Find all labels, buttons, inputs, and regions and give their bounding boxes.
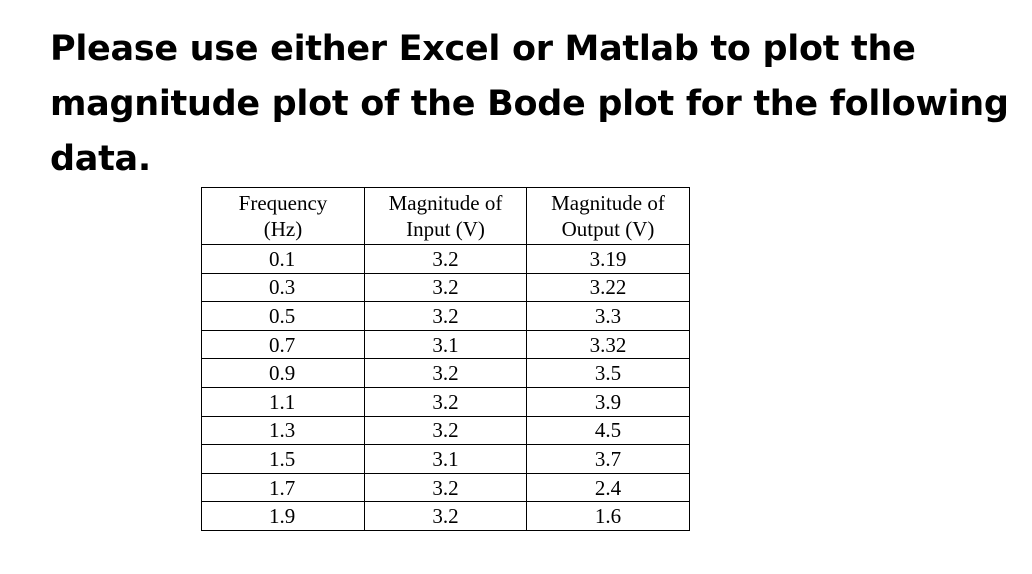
- frequency-cell: 1.5: [201, 444, 365, 474]
- header-frequency: Frequency (Hz): [201, 187, 365, 245]
- header-input-line2: Input (V): [406, 217, 485, 241]
- frequency-cell: 0.7: [201, 329, 365, 360]
- input-magnitude-cell: 3.2: [364, 501, 527, 531]
- table-row: 1.3 3.2 4.5: [201, 415, 690, 446]
- input-magnitude-cell: 3.2: [364, 272, 527, 303]
- frequency-cell: 1.1: [201, 386, 365, 417]
- table-body: 0.1 3.2 3.19 0.3 3.2 3.22 0.5 3.2 3.3 0.7 3.1 3.32 0…: [201, 244, 690, 531]
- output-magnitude-cell: 3.5: [526, 358, 690, 388]
- header-output-line1: Magnitude of: [551, 191, 665, 215]
- frequency-cell: 0.1: [201, 244, 365, 274]
- output-magnitude-cell: 1.6: [526, 501, 690, 531]
- input-magnitude-cell: 3.2: [364, 358, 527, 388]
- output-magnitude-cell: 4.5: [526, 415, 690, 446]
- input-magnitude-cell: 3.2: [364, 301, 527, 331]
- table-row: 0.5 3.2 3.3: [201, 301, 690, 331]
- frequency-cell: 1.9: [201, 501, 365, 531]
- header-input-magnitude: Magnitude of Input (V): [364, 187, 527, 245]
- input-magnitude-cell: 3.1: [364, 444, 527, 474]
- table-header-row: Frequency (Hz) Magnitude of Input (V) Ma…: [201, 187, 690, 245]
- table-row: 1.7 3.2 2.4: [201, 472, 690, 503]
- frequency-cell: 0.3: [201, 272, 365, 303]
- table-row: 0.3 3.2 3.22: [201, 272, 690, 303]
- header-output-magnitude: Magnitude of Output (V): [526, 187, 690, 245]
- table-row: 0.7 3.1 3.32: [201, 329, 690, 360]
- header-frequency-line1: Frequency: [238, 191, 328, 215]
- table-row: 1.9 3.2 1.6: [201, 501, 690, 531]
- table-row: 0.9 3.2 3.5: [201, 358, 690, 388]
- frequency-cell: 1.3: [201, 415, 365, 446]
- output-magnitude-cell: 3.7: [526, 444, 690, 474]
- input-magnitude-cell: 3.1: [364, 329, 527, 360]
- output-magnitude-cell: 3.22: [526, 272, 690, 303]
- output-magnitude-cell: 3.9: [526, 386, 690, 417]
- output-magnitude-cell: 3.32: [526, 329, 690, 360]
- frequency-cell: 1.7: [201, 472, 365, 503]
- frequency-cell: 0.5: [201, 301, 365, 331]
- assignment-prompt: Please use either Excel or Matlab to plo…: [50, 29, 1009, 179]
- header-input-line1: Magnitude of: [388, 191, 503, 215]
- table-row: 1.1 3.2 3.9: [201, 386, 690, 417]
- input-magnitude-cell: 3.2: [364, 386, 527, 417]
- input-magnitude-cell: 3.2: [364, 244, 527, 274]
- output-magnitude-cell: 3.19: [526, 244, 690, 274]
- header-frequency-line2: (Hz): [263, 217, 303, 241]
- table-row: 1.5 3.1 3.7: [201, 444, 690, 474]
- output-magnitude-cell: 3.3: [526, 301, 690, 331]
- input-magnitude-cell: 3.2: [364, 415, 527, 446]
- frequency-cell: 0.9: [201, 358, 365, 388]
- table-row: 0.1 3.2 3.19: [201, 244, 690, 274]
- output-magnitude-cell: 2.4: [526, 472, 690, 503]
- input-magnitude-cell: 3.2: [364, 472, 527, 503]
- header-output-line2: Output (V): [561, 217, 655, 241]
- frequency-data-table: Frequency (Hz) Magnitude of Input (V) Ma…: [201, 187, 690, 531]
